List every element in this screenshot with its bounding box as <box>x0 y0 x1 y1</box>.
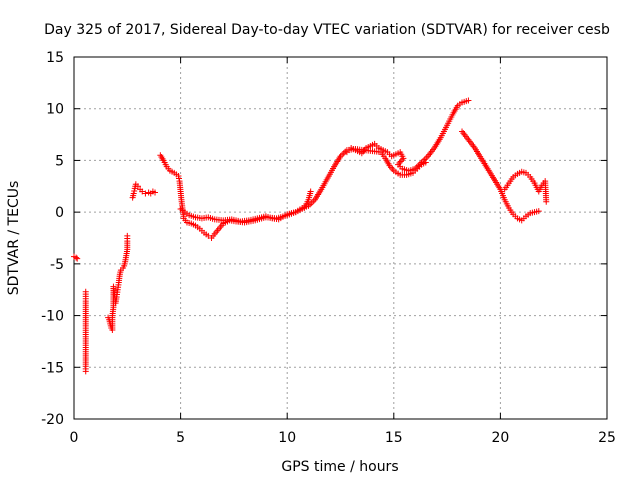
x-tick-label: 20 <box>491 430 509 446</box>
series-sdtvar <box>71 97 550 375</box>
data-point-fill <box>131 187 138 194</box>
grid <box>74 57 607 419</box>
data-point <box>130 190 137 197</box>
x-tick-label: 0 <box>70 430 79 446</box>
plot-frame <box>73 56 608 420</box>
data-point <box>73 254 80 261</box>
data-point-fill <box>176 175 183 182</box>
y-tick-label: 10 <box>46 102 64 118</box>
axis-ticks: 0 5 10 15 20 25 -20 -15 -10 -5 0 5 10 15 <box>41 50 616 446</box>
data-point-fill <box>399 156 406 163</box>
data-point <box>465 97 472 104</box>
data-point-fill <box>340 150 347 157</box>
x-tick-label: 25 <box>598 430 616 446</box>
y-axis-label: SDTVAR / TECUs <box>6 181 22 296</box>
data-point <box>124 232 131 239</box>
x-tick-label: 10 <box>278 430 296 446</box>
y-tick-label: -5 <box>50 257 64 273</box>
data-point-fill <box>415 162 422 169</box>
data-point-fill <box>421 156 428 163</box>
data-point <box>74 255 81 262</box>
data-points <box>71 97 550 375</box>
data-point-fill <box>308 199 315 206</box>
y-tick-label: -20 <box>41 412 64 428</box>
data-point <box>307 188 314 195</box>
data-point-fill <box>310 198 317 205</box>
x-tick-label: 5 <box>176 430 185 446</box>
data-point <box>535 208 542 215</box>
x-tick-label: 15 <box>385 430 403 446</box>
y-tick-label: 15 <box>46 50 64 66</box>
data-point <box>82 368 89 375</box>
data-point <box>142 190 149 197</box>
data-point <box>543 198 550 205</box>
x-axis-label: GPS time / hours <box>281 459 398 475</box>
data-point <box>152 189 159 196</box>
chart-title: Day 325 of 2017, Sidereal Day-to-day VTE… <box>44 22 610 38</box>
data-point <box>139 188 146 195</box>
data-point <box>134 183 141 190</box>
data-point-fill <box>397 158 404 165</box>
data-point-fill <box>396 160 403 167</box>
y-tick-label: 5 <box>55 153 64 169</box>
y-tick-label: -10 <box>41 309 64 325</box>
y-tick-label: -15 <box>41 360 64 376</box>
data-point <box>175 172 182 179</box>
y-tick-label: 0 <box>55 205 64 221</box>
